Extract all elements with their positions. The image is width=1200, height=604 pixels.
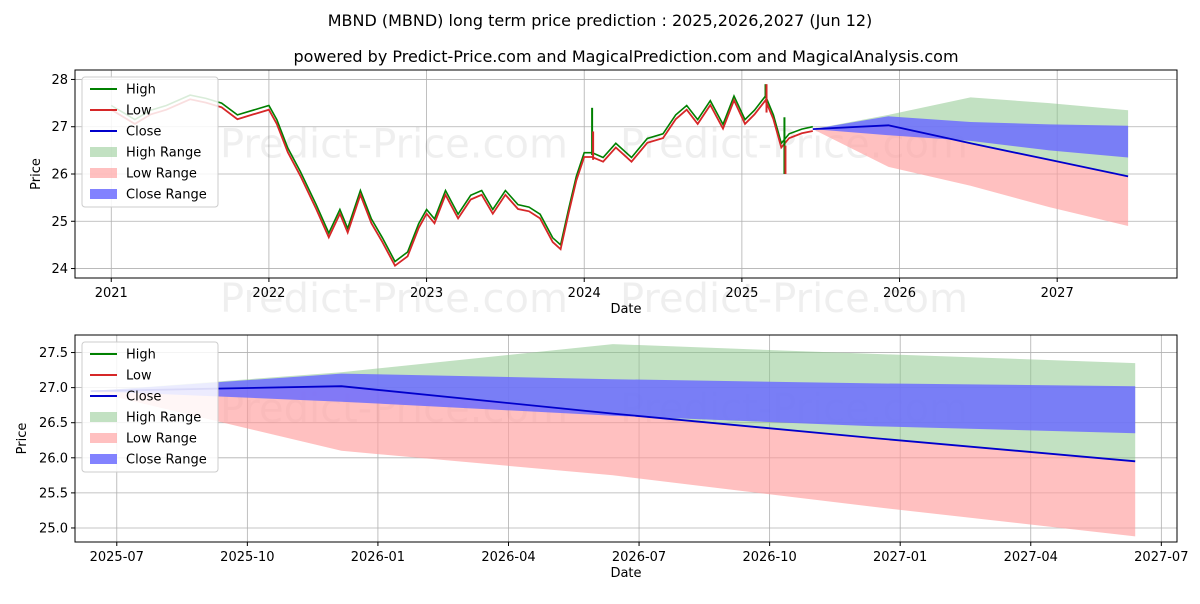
close-line [812, 124, 1129, 178]
legend-label: Low [126, 369, 152, 384]
y-tick-label: 27.5 [39, 346, 68, 361]
watermark-text: Predict-Price.com [220, 276, 568, 322]
y-tick-label: 27 [51, 120, 68, 135]
legend: High Low Close High Range Low Range Close Ran… [81, 341, 219, 473]
legend-label: Close [126, 125, 161, 140]
legend: High Low Close High Range Low Range Close Ran… [81, 76, 219, 208]
y-tick-label: 26.5 [39, 416, 68, 431]
x-axis-label: Date [610, 566, 641, 581]
legend-label: Low Range [126, 432, 197, 447]
low-range-band [90, 386, 1136, 537]
high-line [110, 93, 813, 263]
legend-swatch-patch [90, 454, 117, 464]
legend-swatch-patch [90, 147, 117, 157]
y-tick-label: 25.0 [39, 521, 68, 536]
panel-1: Predict-Price.com Predict-Price.com Predic… [29, 69, 1178, 322]
x-tick-label: 2026-07 [612, 550, 666, 565]
legend-swatch-patch [90, 168, 117, 178]
x-tick-label: 2024 [568, 286, 601, 301]
low-line [110, 98, 813, 268]
x-tick-label: 2027-01 [873, 550, 927, 565]
y-tick-label: 24 [51, 262, 68, 277]
x-tick-label: 2027-04 [1004, 550, 1058, 565]
y-tick-label: 25 [51, 215, 68, 230]
legend-swatch-patch [90, 433, 117, 443]
legend-label: Close [126, 390, 161, 405]
panel-2: Predict-Price.comPredict-Price.com2025-0… [15, 334, 1188, 581]
legend-swatch-patch [90, 189, 117, 199]
x-axis-label: Date [610, 302, 641, 317]
watermark-text: Predict-Price.com [620, 276, 968, 322]
close-range-band [90, 373, 1136, 434]
y-axis-label: Price [15, 423, 30, 455]
y-tick-label: 26.0 [39, 451, 68, 466]
legend-swatch-patch [90, 412, 117, 422]
x-tick-label: 2027 [1041, 286, 1074, 301]
chart-title: MBND (MBND) long term price prediction :… [328, 11, 873, 30]
legend-label: Close Range [126, 453, 207, 468]
x-tick-label: 2021 [95, 286, 128, 301]
chart-subtitle: powered by Predict-Price.com and Magical… [293, 47, 958, 66]
close-line [90, 385, 1136, 463]
plot-area [90, 344, 1136, 537]
y-axis-label: Price [29, 158, 44, 190]
x-tick-label: 2025-07 [90, 550, 144, 565]
legend-label: High Range [126, 411, 201, 426]
y-tick-label: 28 [51, 73, 68, 88]
legend-label: High [126, 348, 156, 363]
x-tick-label: 2026-01 [351, 550, 405, 565]
plot-area [110, 84, 1129, 268]
legend-label: Close Range [126, 188, 207, 203]
legend-label: Low Range [126, 167, 197, 182]
y-tick-label: 26 [51, 168, 68, 183]
legend-label: High [126, 83, 156, 98]
x-tick-label: 2027-07 [1134, 550, 1188, 565]
low-range-band [812, 125, 1129, 226]
x-tick-label: 2025 [725, 286, 758, 301]
panel-frame [74, 334, 1178, 543]
legend-label: Low [126, 104, 152, 119]
x-tick-label: 2023 [410, 286, 443, 301]
x-tick-label: 2026 [883, 286, 916, 301]
x-tick-label: 2025-10 [220, 550, 274, 565]
y-tick-label: 25.5 [39, 486, 68, 501]
x-tick-label: 2026-04 [481, 550, 535, 565]
y-tick-label: 27.0 [39, 381, 68, 396]
legend-label: High Range [126, 146, 201, 161]
x-tick-label: 2022 [252, 286, 285, 301]
x-tick-label: 2026-10 [742, 550, 796, 565]
watermark-text: Predict-Price.com [220, 121, 568, 167]
